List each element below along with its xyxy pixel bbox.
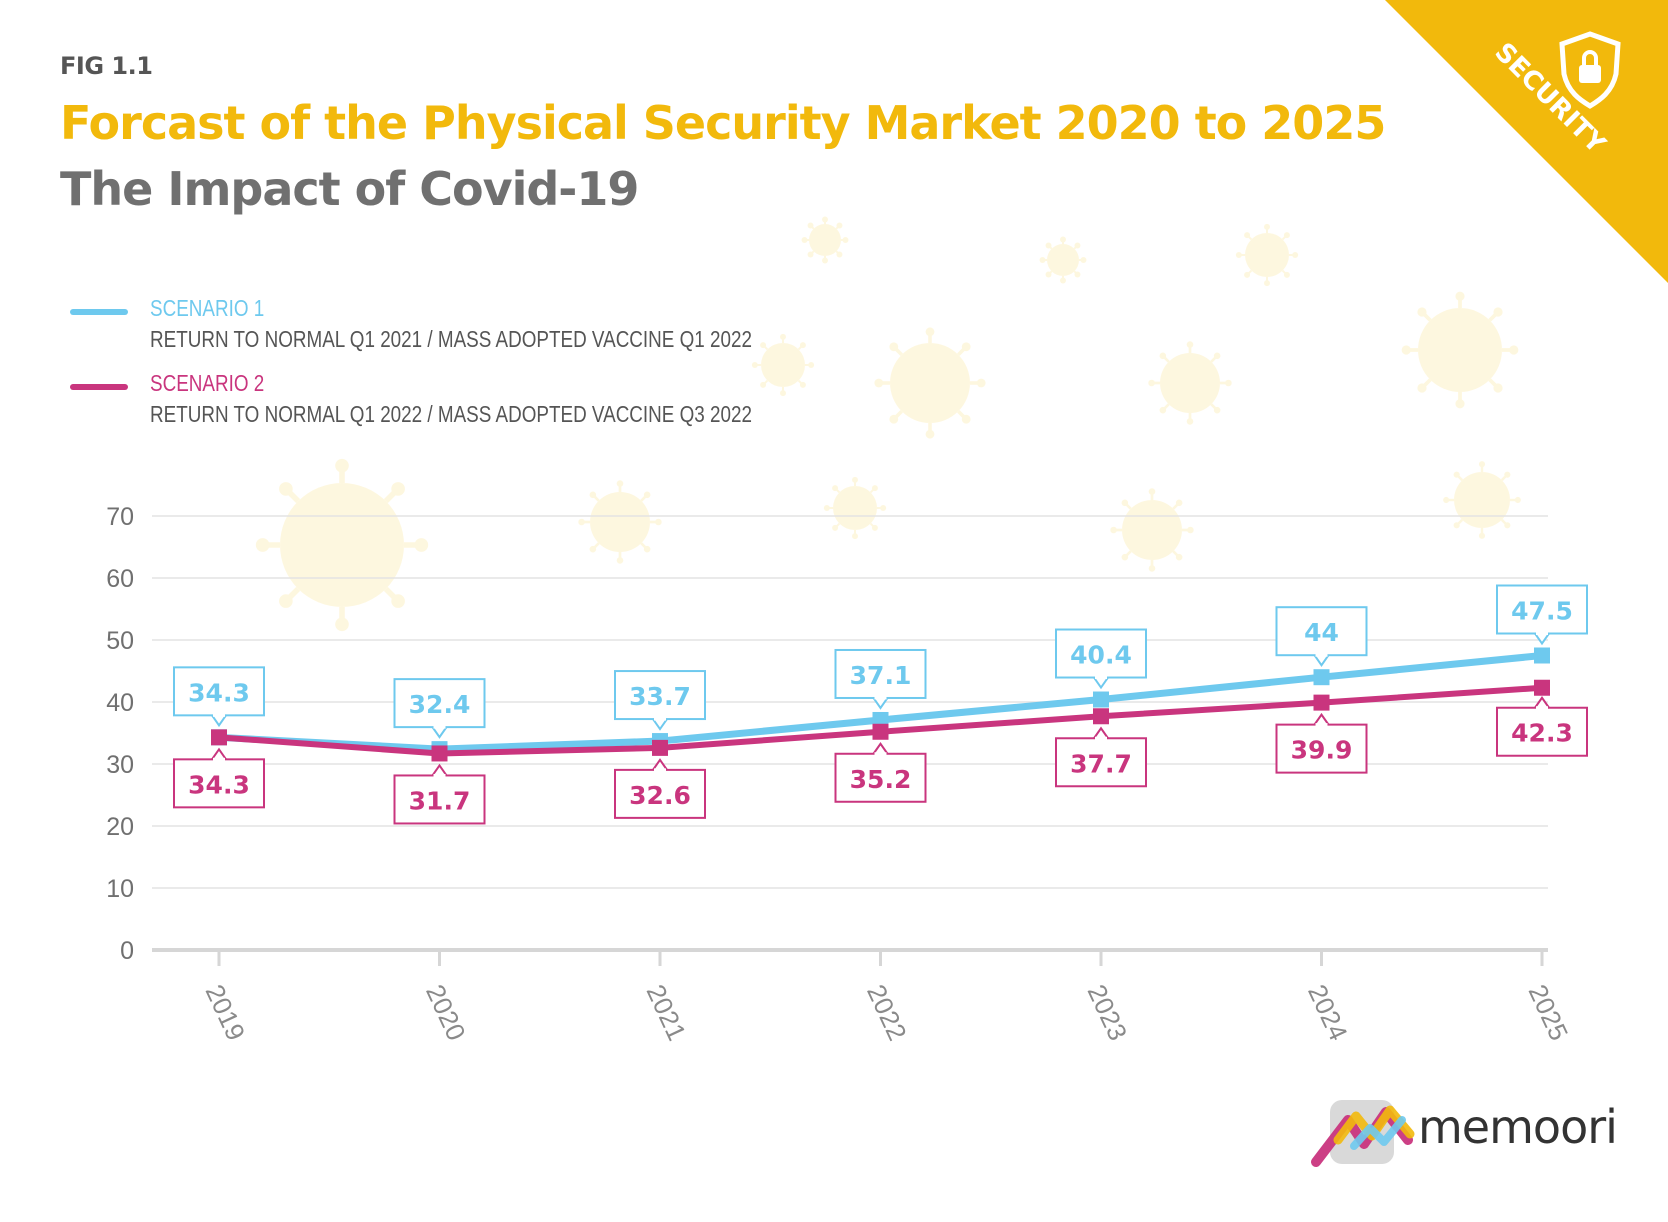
virus-decor-icon <box>823 476 887 540</box>
y-tick-label: 40 <box>106 689 134 717</box>
memoori-logo-icon <box>1311 1100 1415 1167</box>
y-tick-label: 20 <box>106 813 134 841</box>
data-label-scenario-1: 47.5 <box>1496 584 1588 646</box>
data-label-text-scenario-1: 37.1 <box>850 661 912 690</box>
x-tick-label: 2023 <box>1082 980 1134 1045</box>
chart-axes: 0 10 20 30 40 50 60 70 2019 2020 2021 2022 2023 2024 2… <box>106 503 1574 1045</box>
legend-name-scenario-2: SCENARIO 2 <box>150 370 265 396</box>
data-label-scenario-1: 33.7 <box>614 670 706 731</box>
data-label-scenario-1: 32.4 <box>393 678 486 739</box>
y-tick-label: 10 <box>106 875 134 903</box>
data-label-scenario-2: 31.7 <box>393 763 486 825</box>
figure-label: FIG 1.1 <box>60 52 153 80</box>
x-tick-label: 2019 <box>200 980 252 1045</box>
virus-decor-icon <box>1148 341 1232 425</box>
brand-name: memoori <box>1418 1100 1618 1154</box>
data-label-text-scenario-1: 40.4 <box>1070 641 1132 670</box>
data-point-scenario-1 <box>1313 669 1330 686</box>
data-label-text-scenario-2: 34.3 <box>188 770 250 799</box>
data-point-scenario-2 <box>1534 679 1550 696</box>
data-label-text-scenario-2: 31.7 <box>409 786 471 815</box>
data-label-text-scenario-1: 32.4 <box>409 690 471 719</box>
chart-subtitle: The Impact of Covid-19 <box>60 162 639 216</box>
data-point-scenario-2 <box>872 723 889 740</box>
data-point-scenario-2 <box>1093 708 1109 725</box>
legend-swatch-scenario-1 <box>70 309 128 315</box>
data-label-text-scenario-2: 35.2 <box>850 765 912 794</box>
data-point-scenario-1 <box>1534 647 1550 664</box>
data-label-text-scenario-1: 33.7 <box>629 682 691 711</box>
chart-series <box>211 647 1550 762</box>
data-label-scenario-2: 32.6 <box>614 758 706 819</box>
data-label-scenario-2: 35.2 <box>834 742 927 803</box>
legend-desc-scenario-1: RETURN TO NORMAL Q1 2021 / MASS ADOPTED … <box>150 326 752 352</box>
virus-background <box>255 216 1521 632</box>
data-label-text-scenario-1: 34.3 <box>188 678 250 707</box>
virus-decor-icon <box>578 480 662 564</box>
security-corner-badge: SECURITY <box>1385 0 1668 283</box>
legend-desc-scenario-2: RETURN TO NORMAL Q1 2022 / MASS ADOPTED … <box>150 401 752 427</box>
data-point-scenario-2 <box>652 739 668 756</box>
legend-name-scenario-1: SCENARIO 1 <box>150 295 265 321</box>
legend-swatch-scenario-2 <box>70 384 128 390</box>
data-label-text-scenario-2: 39.9 <box>1291 736 1353 765</box>
data-label-scenario-1: 44 <box>1275 606 1368 667</box>
y-tick-label: 70 <box>106 503 134 531</box>
x-tick-label: 2025 <box>1523 980 1575 1045</box>
virus-decor-icon <box>1110 488 1194 572</box>
data-point-scenario-2 <box>1313 694 1330 711</box>
data-label-scenario-2: 42.3 <box>1496 695 1588 757</box>
data-label-scenario-2: 37.7 <box>1055 726 1147 788</box>
virus-decor-icon <box>1443 461 1521 539</box>
data-label-scenario-1: 40.4 <box>1055 628 1147 690</box>
data-label-scenario-2: 34.3 <box>173 747 265 809</box>
data-label-text-scenario-1: 44 <box>1304 618 1339 647</box>
data-point-scenario-2 <box>431 745 448 762</box>
y-tick-label: 0 <box>120 937 134 965</box>
data-point-scenario-1 <box>1093 691 1109 708</box>
virus-decor-icon <box>1039 236 1087 284</box>
data-label-text-scenario-2: 42.3 <box>1511 719 1573 748</box>
x-tick-label: 2024 <box>1302 980 1354 1045</box>
shield-lock-icon <box>1559 31 1621 109</box>
chart-title: Forcast of the Physical Security Market … <box>60 96 1386 150</box>
virus-decor-icon <box>255 458 429 632</box>
data-label-text-scenario-2: 32.6 <box>629 781 691 810</box>
virus-decor-icon <box>874 327 986 439</box>
virus-decor-icon <box>1235 223 1299 287</box>
y-tick-label: 30 <box>106 751 134 779</box>
virus-decor-icon <box>1401 291 1519 409</box>
x-tick-label: 2022 <box>861 980 913 1045</box>
virus-decor-icon <box>801 216 849 264</box>
chart-data-labels: 34.3 32.4 33.7 37.1 40.4 44 47.5 34.3 31.7 32.6 35… <box>173 584 1588 825</box>
x-tick-label: 2020 <box>420 980 472 1045</box>
data-label-text-scenario-1: 47.5 <box>1511 597 1573 626</box>
data-label-text-scenario-2: 37.7 <box>1070 749 1132 778</box>
x-tick-label: 2021 <box>641 980 693 1045</box>
y-tick-label: 60 <box>106 565 134 593</box>
data-label-scenario-1: 37.1 <box>834 648 927 710</box>
data-label-scenario-2: 39.9 <box>1275 712 1368 774</box>
data-label-scenario-1: 34.3 <box>173 666 265 728</box>
y-tick-label: 50 <box>106 627 134 655</box>
data-point-scenario-2 <box>211 729 227 746</box>
virus-decor-icon <box>751 333 815 397</box>
